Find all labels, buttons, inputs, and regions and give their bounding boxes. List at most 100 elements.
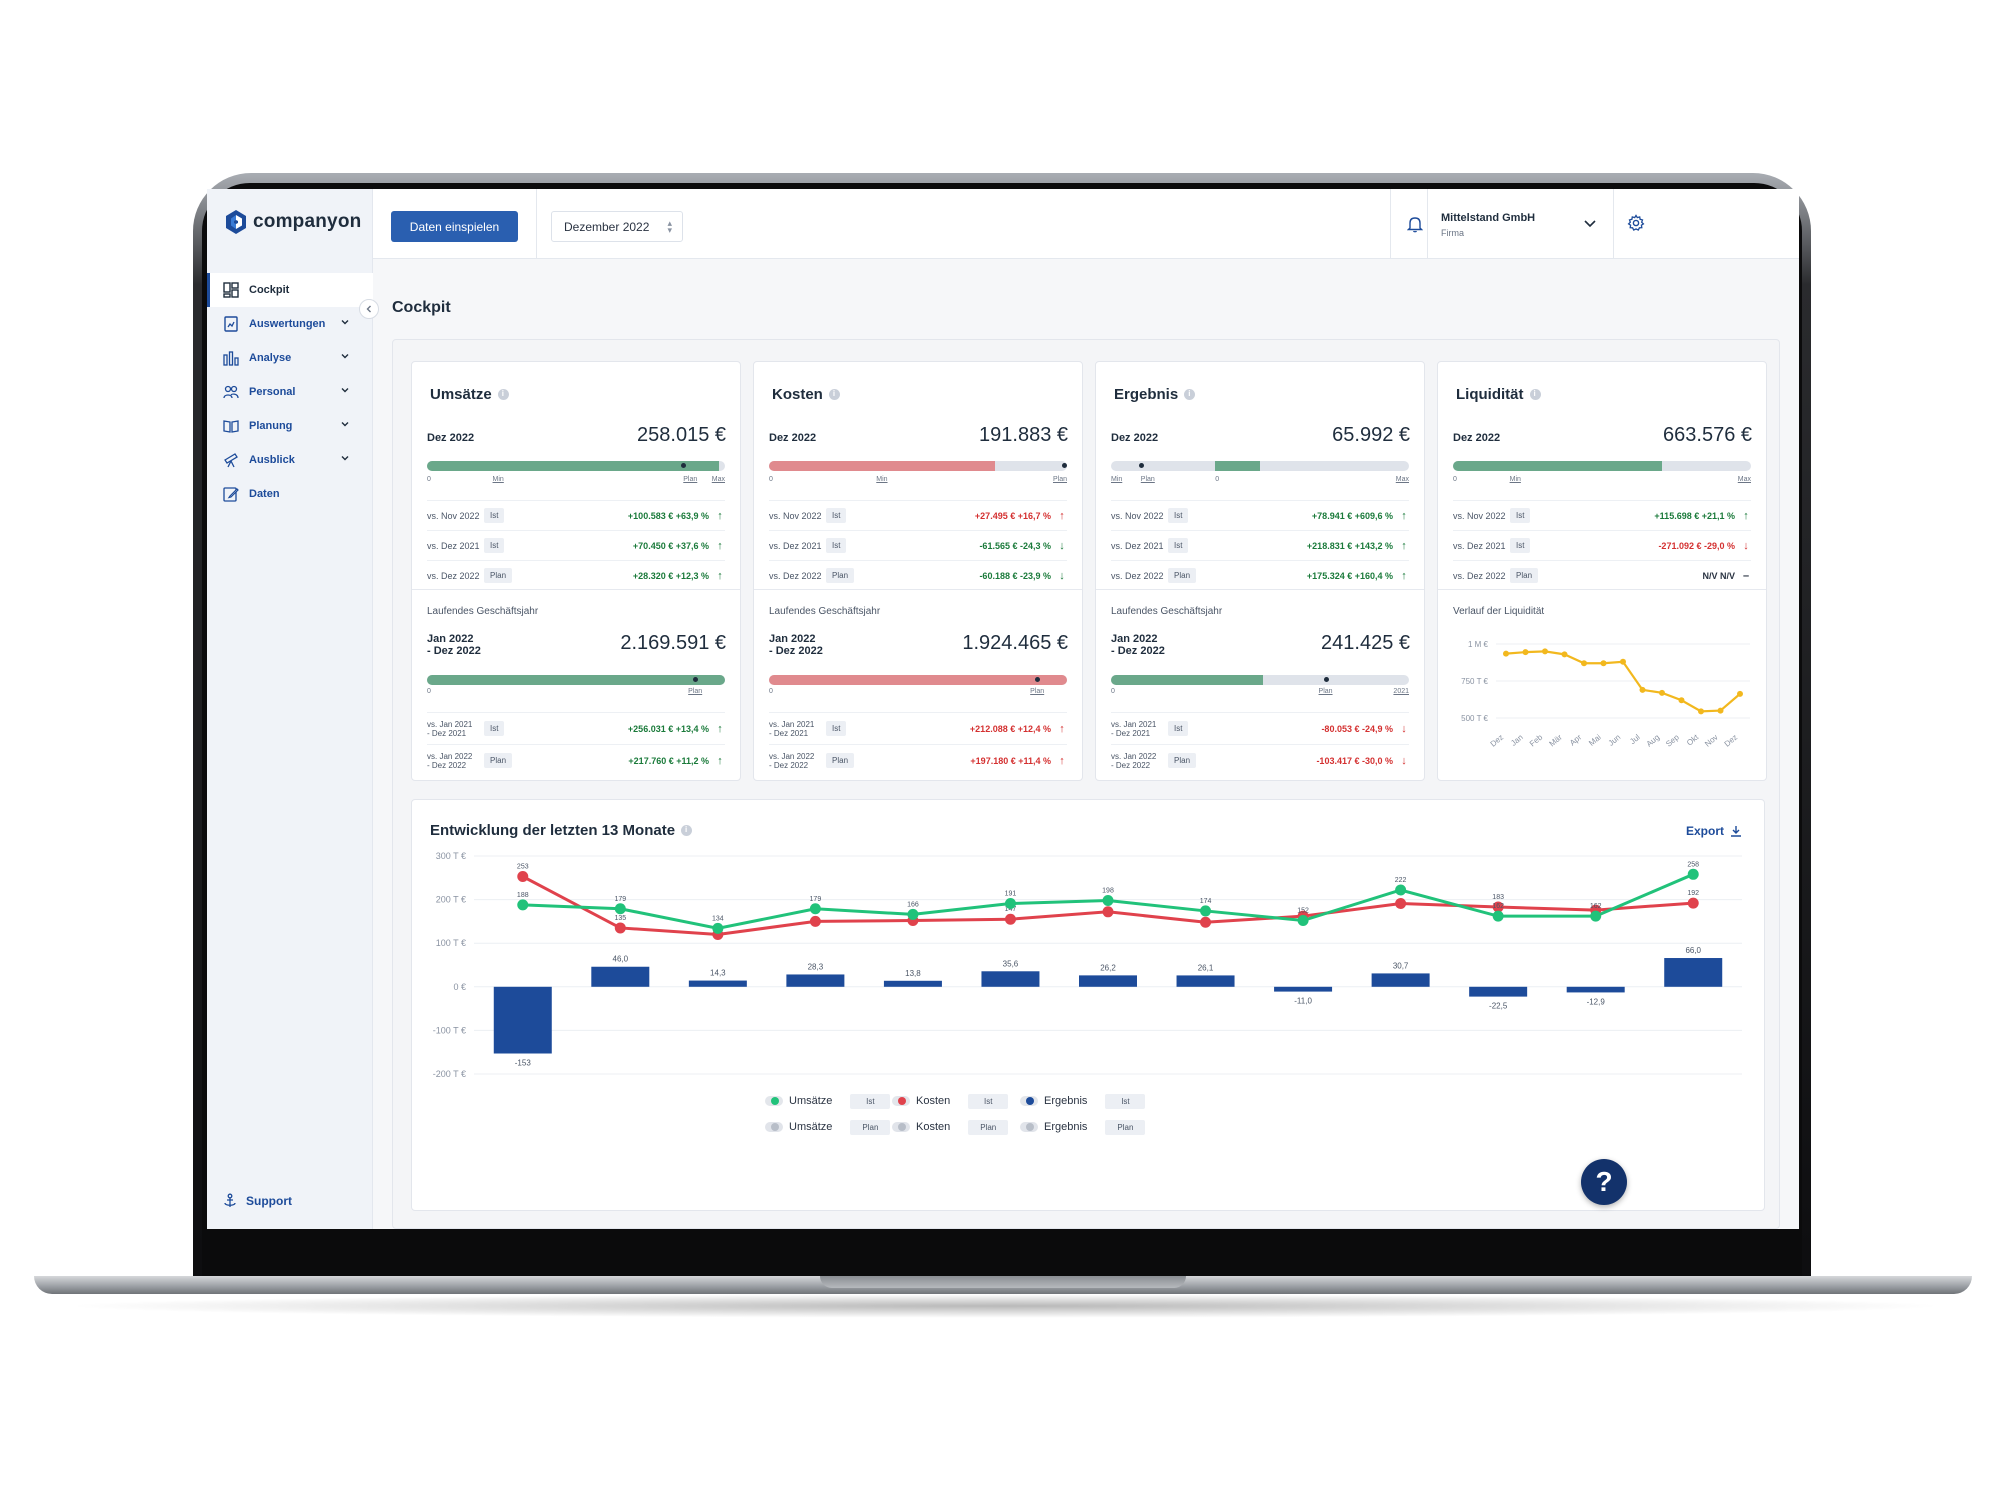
legend-toggle[interactable] — [892, 1096, 910, 1106]
legend-toggle[interactable] — [1020, 1096, 1038, 1106]
info-icon[interactable] — [1184, 389, 1196, 400]
arrow-up-icon: ↑ — [1401, 539, 1407, 552]
period-select[interactable]: Dezember 2022 ▴ ▾ — [551, 211, 683, 242]
bar-tick: Plan — [1052, 476, 1067, 483]
liquidity-point — [1522, 649, 1529, 656]
card-title-text: Ergebnis — [1114, 386, 1179, 403]
liquidity-point — [1581, 660, 1587, 667]
sidebar-item-personal[interactable]: Personal — [207, 375, 373, 409]
row-label: vs. Dez 2022 — [427, 570, 480, 581]
series-point[interactable] — [809, 915, 821, 927]
point-value-label: 198 — [1102, 887, 1114, 894]
logo-mark-icon — [226, 210, 246, 234]
progress-fill — [427, 461, 720, 471]
comparison-row: vs. Nov 2022 Ist +27.495 € +16,7 % ↑ — [769, 500, 1067, 530]
ergebnis-bar[interactable] — [1566, 986, 1625, 993]
series-point[interactable] — [1004, 913, 1016, 925]
series-point[interactable] — [1687, 897, 1699, 909]
info-icon[interactable] — [681, 825, 693, 836]
help-button[interactable]: ? — [1581, 1159, 1627, 1205]
series-point[interactable] — [1102, 894, 1114, 906]
ergebnis-bar[interactable] — [591, 966, 650, 987]
ergebnis-bar[interactable] — [981, 971, 1040, 987]
legend-toggle[interactable] — [765, 1096, 783, 1106]
logo-text: companyon — [253, 211, 362, 232]
sidebar-item-label: Auswertungen — [249, 318, 326, 330]
import-data-button[interactable]: Daten einspielen — [391, 211, 518, 242]
series-point[interactable] — [809, 903, 821, 915]
legend-toggle[interactable] — [1020, 1122, 1038, 1132]
series-point[interactable] — [517, 899, 529, 911]
support-link[interactable]: Support — [222, 1193, 292, 1209]
legend-toggle[interactable] — [892, 1122, 910, 1132]
ergebnis-bar[interactable] — [1371, 973, 1430, 987]
bell-icon[interactable] — [1407, 215, 1423, 233]
development-chart: 300 T € 200 T € 100 T € 0 € -100 T € -200 T €… — [433, 851, 1742, 1079]
sidebar-item-planung[interactable]: Planung — [207, 409, 373, 443]
series-point[interactable] — [517, 870, 529, 882]
telescope-icon — [222, 451, 240, 469]
ergebnis-bar[interactable] — [786, 974, 845, 987]
info-icon[interactable] — [1529, 389, 1541, 400]
sidebar-item-auswertungen[interactable]: Auswertungen — [207, 307, 373, 341]
series-point[interactable] — [1102, 906, 1114, 918]
series-point[interactable] — [1492, 901, 1504, 913]
ergebnis-bar[interactable] — [493, 986, 552, 1054]
gear-icon[interactable] — [1627, 214, 1645, 232]
info-icon[interactable] — [497, 389, 509, 400]
row-label: vs. Dez 2022 — [769, 570, 822, 581]
series-point[interactable] — [1687, 868, 1699, 880]
period-end: - Dez 2022 — [769, 645, 823, 657]
company-switcher[interactable]: Mittelstand GmbH Firma — [1441, 212, 1535, 238]
series-point[interactable] — [1004, 898, 1016, 910]
row-value: +100.583 € +63,9 % — [627, 510, 709, 521]
legend-item[interactable]: Umsätze Ist — [765, 1092, 891, 1110]
legend-item[interactable]: Ergebnis Plan — [1020, 1118, 1146, 1136]
sidebar-item-analyse[interactable]: Analyse — [207, 341, 373, 375]
legend-item[interactable]: Kosten Plan — [892, 1118, 1009, 1136]
row-label-end: - Dez 2022 — [1111, 760, 1151, 770]
collapse-sidebar-button[interactable] — [359, 299, 379, 319]
series-point[interactable] — [907, 908, 919, 920]
series-point[interactable] — [1395, 884, 1407, 896]
series-point[interactable] — [614, 903, 626, 915]
legend-toggle[interactable] — [765, 1122, 783, 1132]
sidebar-item-label: Planung — [249, 420, 293, 432]
progress-bar — [1111, 675, 1409, 685]
series-point[interactable] — [614, 922, 626, 934]
sidebar-item-ausblick[interactable]: Ausblick — [207, 443, 373, 477]
series-point[interactable] — [1395, 898, 1407, 910]
legend-item[interactable]: Ergebnis Ist — [1020, 1092, 1146, 1110]
sidebar-item-daten[interactable]: Daten — [207, 477, 373, 511]
ergebnis-bar[interactable] — [1079, 975, 1137, 987]
logo[interactable]: companyon — [225, 209, 361, 235]
series-point[interactable] — [1492, 910, 1504, 922]
sidebar-item-cockpit[interactable]: Cockpit — [207, 273, 373, 307]
legend-item[interactable]: Umsätze Plan — [765, 1118, 891, 1136]
bar-value-label: 26,2 — [1100, 963, 1116, 972]
ergebnis-bar[interactable] — [1469, 986, 1528, 997]
sidebar: companyon Cockpit Auswertungen Analyse P… — [207, 189, 373, 1229]
row-tag: Ist — [826, 508, 847, 523]
series-point[interactable] — [712, 922, 724, 934]
ergebnis-bar[interactable] — [688, 980, 747, 987]
series-point[interactable] — [1200, 905, 1212, 917]
ergebnis-bar[interactable] — [1176, 975, 1235, 987]
row-tag: Plan — [484, 753, 513, 768]
ergebnis-bar[interactable] — [1664, 958, 1723, 987]
ergebnis-bar[interactable] — [883, 980, 942, 987]
legend-item[interactable]: Kosten Ist — [892, 1092, 1009, 1110]
export-button[interactable]: Export — [1686, 824, 1742, 838]
point-value-label: 191 — [1005, 891, 1017, 898]
bar-tick: Plan — [683, 476, 698, 483]
info-icon[interactable] — [828, 389, 840, 400]
chevron-down-icon[interactable] — [1583, 219, 1597, 229]
x-tick-label: Dez — [1723, 733, 1740, 749]
ergebnis-bar[interactable] — [1274, 986, 1333, 992]
bar-ticks: 0 Min Max — [1453, 476, 1751, 483]
x-tick-label: Dez — [1489, 733, 1506, 749]
series-point[interactable] — [1200, 916, 1212, 928]
comparison-row: vs. Nov 2022 Ist +78.941 € +609,6 % ↑ — [1111, 500, 1409, 530]
series-point[interactable] — [1297, 915, 1309, 927]
series-point[interactable] — [1590, 910, 1602, 922]
